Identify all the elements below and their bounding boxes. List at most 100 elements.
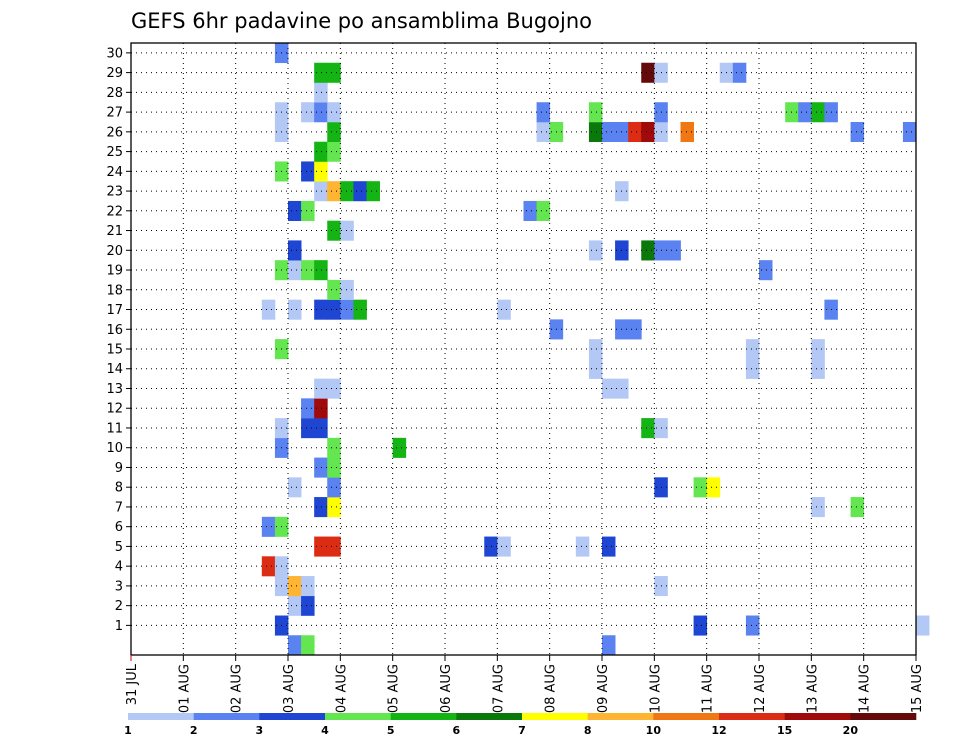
y-tick-label: 8 xyxy=(115,481,123,496)
x-tick-label: 04 AUG xyxy=(334,664,349,713)
precip-cell xyxy=(392,437,407,458)
precip-cell xyxy=(602,378,616,399)
precip-cell xyxy=(497,536,511,557)
y-tick-label: 27 xyxy=(106,106,123,121)
y-tick-label: 22 xyxy=(106,204,123,219)
legend-label: 6 xyxy=(453,724,461,737)
x-tick-label: 12 AUG xyxy=(753,664,768,713)
legend-label: 8 xyxy=(584,724,592,737)
precip-cell xyxy=(314,82,328,103)
precip-cell xyxy=(288,477,302,498)
precip-cell xyxy=(353,299,367,320)
precip-cell xyxy=(314,181,328,202)
legend-swatch xyxy=(850,713,917,720)
precipitation-cells xyxy=(261,43,930,656)
legend-swatch xyxy=(456,713,523,720)
legend-swatch xyxy=(390,713,457,720)
precip-cell xyxy=(588,339,603,360)
precip-cell xyxy=(484,536,498,557)
legend-swatch xyxy=(719,713,785,720)
precip-cell xyxy=(588,240,603,261)
precip-cell xyxy=(301,260,315,281)
precip-cell xyxy=(327,536,341,557)
precip-cell xyxy=(916,615,930,636)
precip-cell xyxy=(314,457,328,478)
x-tick-label: 09 AUG xyxy=(596,664,611,713)
x-tick-label: 31 JUL xyxy=(125,663,140,705)
y-tick-label: 9 xyxy=(115,461,123,476)
precip-cell xyxy=(588,102,603,123)
y-tick-label: 16 xyxy=(106,323,123,338)
y-tick-label: 25 xyxy=(106,145,123,160)
legend-swatch xyxy=(325,713,391,720)
precip-cell xyxy=(314,260,328,281)
precip-cell xyxy=(811,497,825,518)
precip-cell xyxy=(523,200,537,221)
precip-cell xyxy=(301,418,315,439)
precip-cell xyxy=(314,141,328,162)
precip-cell xyxy=(340,299,354,320)
precip-cell xyxy=(327,437,341,458)
y-tick-label: 13 xyxy=(106,382,123,397)
color-legend: 1 2 3 4 5 6 7 8 10 12 15 20 xyxy=(124,713,917,737)
precip-cell xyxy=(301,200,315,221)
precip-cell xyxy=(314,102,328,123)
precip-cell xyxy=(811,358,825,379)
axes: 1234567891011121314151617181920212223242… xyxy=(106,42,925,713)
legend-label: 4 xyxy=(321,724,329,737)
precip-cell xyxy=(340,181,354,202)
precip-cell xyxy=(641,121,655,143)
legend-label: 3 xyxy=(256,724,264,737)
y-tick-label: 24 xyxy=(106,165,123,180)
y-tick-label: 2 xyxy=(115,599,123,614)
legend-swatch xyxy=(522,713,588,720)
precip-cell xyxy=(314,62,328,83)
precip-cell xyxy=(602,536,616,557)
precip-cell xyxy=(301,635,315,656)
y-tick-label: 4 xyxy=(115,560,123,575)
x-tick-label: 05 AUG xyxy=(387,664,402,713)
precip-cell xyxy=(288,595,302,616)
precip-cell xyxy=(353,181,367,202)
x-tick-label: 06 AUG xyxy=(439,664,454,713)
precip-cell xyxy=(602,635,616,656)
x-tick-label: 03 AUG xyxy=(282,664,297,713)
x-tick-label: 14 AUG xyxy=(858,664,873,713)
y-tick-label: 6 xyxy=(115,520,123,535)
y-tick-label: 30 xyxy=(106,46,123,61)
precip-cell xyxy=(301,576,315,597)
y-tick-label: 26 xyxy=(106,125,123,140)
precip-cell xyxy=(327,121,341,143)
precip-cell xyxy=(288,576,302,597)
precip-cell xyxy=(588,121,603,143)
precip-cell xyxy=(261,299,276,320)
precip-cell xyxy=(850,121,865,143)
legend-swatch xyxy=(193,713,260,720)
y-tick-label: 29 xyxy=(106,66,123,81)
precip-cell xyxy=(327,220,341,241)
legend-swatch xyxy=(128,713,194,720)
precip-cell xyxy=(301,398,315,419)
precip-cell xyxy=(497,299,511,320)
precip-cell xyxy=(314,378,328,399)
legend-label: 1 xyxy=(124,724,132,737)
legend-label: 20 xyxy=(843,724,859,737)
precip-cell xyxy=(745,358,760,379)
y-tick-label: 11 xyxy=(106,421,123,436)
precip-cell xyxy=(327,279,341,300)
y-tick-label: 17 xyxy=(106,303,123,318)
x-tick-label: 11 AUG xyxy=(701,664,716,713)
x-tick-label: 13 AUG xyxy=(805,664,820,713)
precip-cell xyxy=(641,418,655,439)
y-tick-label: 7 xyxy=(115,500,123,515)
precip-cell xyxy=(314,161,328,182)
x-tick-label: 02 AUG xyxy=(230,664,245,713)
y-tick-label: 3 xyxy=(115,579,123,594)
legend-label: 2 xyxy=(190,724,198,737)
precip-cell xyxy=(628,319,642,340)
precip-cell xyxy=(536,200,551,221)
precip-cell xyxy=(261,556,276,577)
precip-cell xyxy=(811,339,825,360)
precip-cell xyxy=(261,516,276,537)
